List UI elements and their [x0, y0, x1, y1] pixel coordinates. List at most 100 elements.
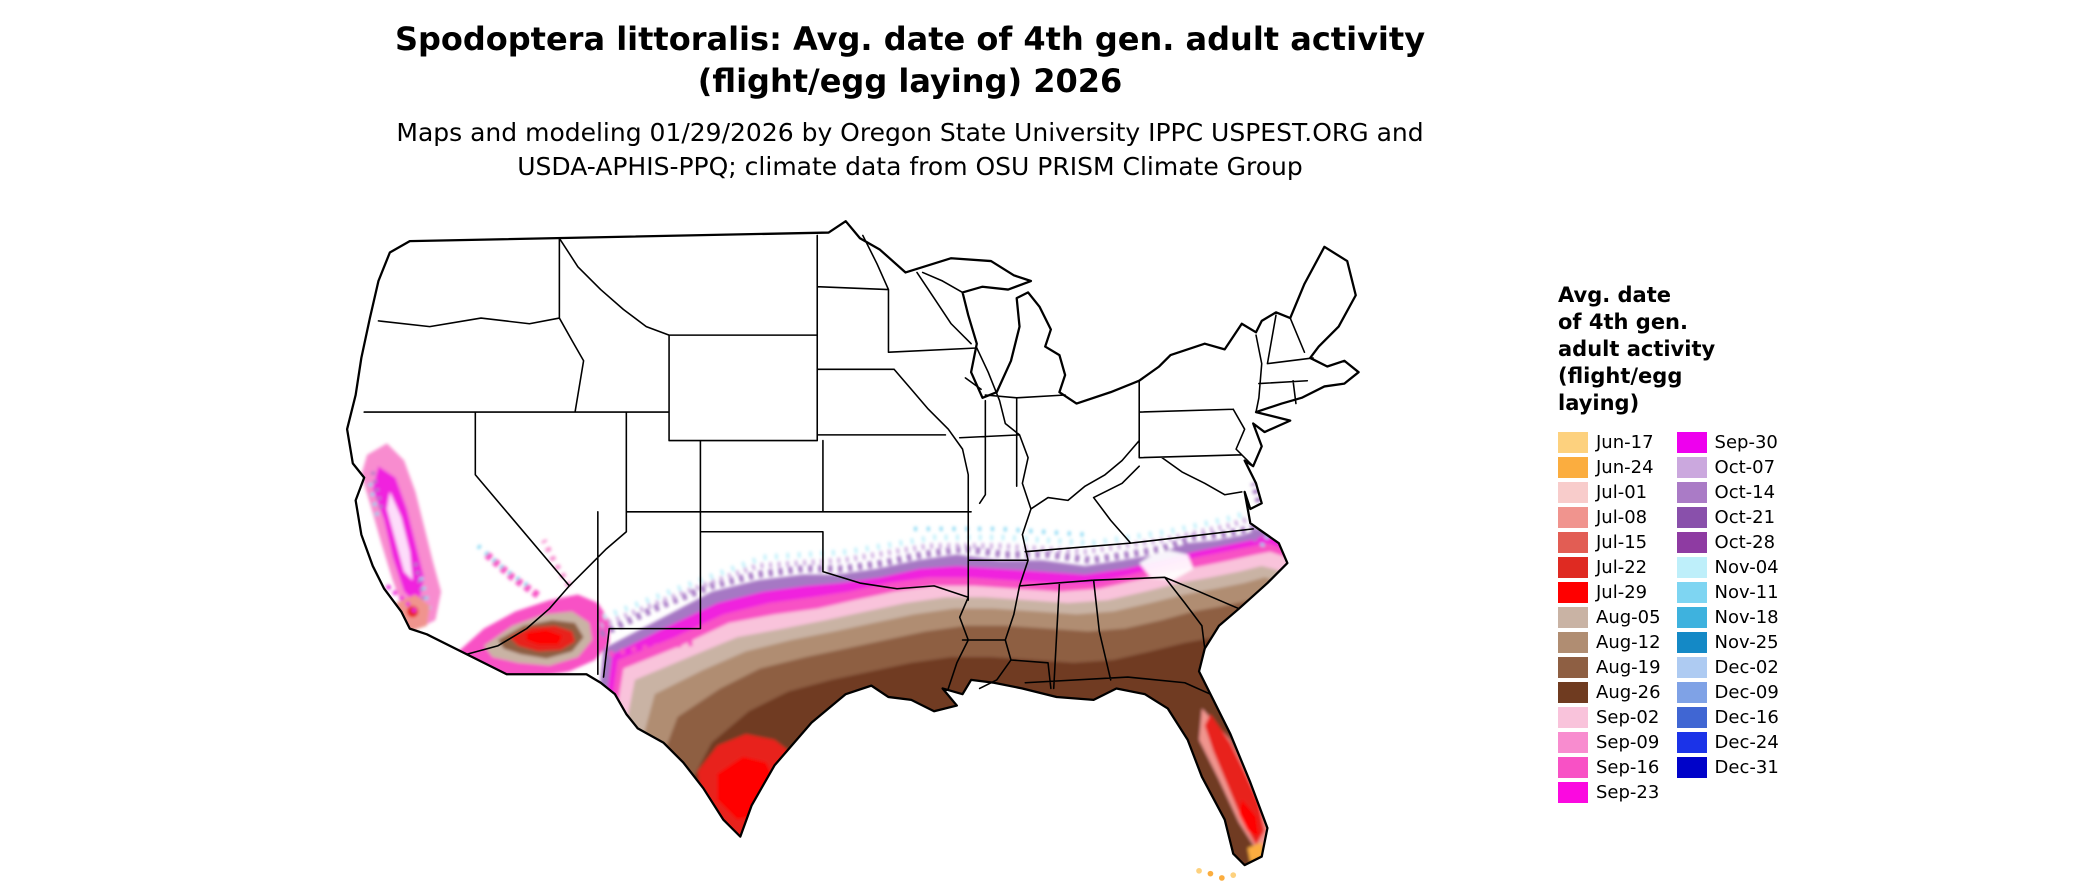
activity-raster — [361, 443, 1328, 866]
legend-swatch — [1558, 582, 1588, 604]
legend-swatch — [1676, 657, 1707, 679]
page-subtitle: Maps and modeling 01/29/2026 by Oregon S… — [0, 116, 1820, 184]
legend-title-line: Avg. date — [1558, 283, 1671, 307]
legend-item: Sep-23 — [1558, 780, 1661, 805]
legend-title-line: adult activity — [1558, 336, 1716, 361]
legend-item: Oct-28 — [1676, 530, 1779, 555]
legend-swatch — [1558, 632, 1588, 654]
legend-swatch — [1676, 532, 1707, 554]
legend-columns: Jun-17 Jun-24 Jul-01 Jul-08 Jul-15 Jul-22 Jul-… — [1558, 430, 1898, 805]
legend-item-label: Sep-23 — [1596, 782, 1660, 804]
legend-swatch — [1676, 757, 1707, 779]
legend-swatch — [1558, 707, 1588, 729]
legend-col1: Jun-17 Jun-24 Jul-01 Jul-08 Jul-15 Jul-22 Jul-… — [1558, 430, 1661, 805]
legend-item: Jul-08 — [1558, 505, 1661, 530]
state-borders — [363, 234, 1314, 695]
legend-item-label: Jun-17 — [1596, 432, 1654, 454]
legend-item-label: Jun-24 — [1596, 457, 1654, 479]
legend-swatch — [1558, 457, 1588, 479]
legend-swatch — [1676, 607, 1707, 629]
legend-item-label: Aug-26 — [1596, 682, 1661, 704]
legend-item: Oct-07 — [1676, 455, 1779, 480]
legend-item-label: Oct-07 — [1714, 457, 1776, 479]
legend-item-label: Dec-31 — [1714, 757, 1779, 779]
legend-item: Sep-30 — [1676, 430, 1779, 455]
legend-item-label: Jul-08 — [1596, 507, 1648, 529]
legend-swatch — [1676, 482, 1707, 504]
legend-item-label: Oct-14 — [1714, 482, 1776, 504]
legend-item: Aug-26 — [1558, 680, 1661, 705]
legend-item-label: Jul-01 — [1596, 482, 1648, 504]
legend-swatch — [1558, 757, 1588, 779]
legend-item-label: Nov-18 — [1714, 607, 1779, 629]
legend-swatch — [1676, 707, 1707, 729]
legend-swatch — [1558, 782, 1588, 804]
legend-swatch — [1676, 732, 1707, 754]
legend-item: Jul-22 — [1558, 555, 1661, 580]
legend-item-label: Dec-09 — [1714, 682, 1779, 704]
legend-item-label: Nov-25 — [1714, 632, 1779, 654]
legend-item-label: Nov-04 — [1714, 557, 1779, 579]
legend-item-label: Nov-11 — [1714, 582, 1779, 604]
legend-item: Sep-16 — [1558, 755, 1661, 780]
legend-swatch — [1676, 632, 1707, 654]
legend-item: Dec-09 — [1676, 680, 1779, 705]
legend-item-label: Aug-05 — [1596, 607, 1661, 629]
legend-swatch — [1676, 457, 1707, 479]
legend-item: Jul-15 — [1558, 530, 1661, 555]
legend-item: Sep-02 — [1558, 705, 1661, 730]
legend-item: Dec-02 — [1676, 655, 1779, 680]
legend-item-label: Dec-16 — [1714, 707, 1779, 729]
legend-swatch — [1676, 557, 1707, 579]
legend-item: Nov-18 — [1676, 605, 1779, 630]
legend: Avg. date of 4th gen. adult activity (fligh… — [1558, 282, 1898, 805]
legend-item-label: Sep-16 — [1596, 757, 1660, 779]
legend-swatch — [1558, 557, 1588, 579]
title-line2: (flight/egg laying) 2026 — [697, 62, 1123, 101]
legend-item-label: Sep-09 — [1596, 732, 1660, 754]
legend-swatch — [1558, 507, 1588, 529]
legend-item-label: Dec-02 — [1714, 657, 1779, 679]
legend-item: Nov-25 — [1676, 630, 1779, 655]
legend-item-label: Sep-30 — [1714, 432, 1778, 454]
header: Spodoptera littoralis: Avg. date of 4th … — [0, 18, 1820, 184]
subtitle-line2: USDA-APHIS-PPQ; climate data from OSU PR… — [517, 152, 1303, 182]
us-outline — [345, 220, 1360, 867]
florida-keys-dots — [1196, 867, 1237, 881]
legend-title-line: (flight/egg — [1558, 363, 1683, 388]
legend-item-label: Oct-28 — [1714, 532, 1776, 554]
legend-item: Dec-16 — [1676, 705, 1779, 730]
legend-item: Sep-09 — [1558, 730, 1661, 755]
legend-swatch — [1558, 657, 1588, 679]
legend-item-label: Aug-19 — [1596, 657, 1661, 679]
legend-item: Oct-14 — [1676, 480, 1779, 505]
legend-swatch — [1676, 582, 1707, 604]
legend-item: Aug-19 — [1558, 655, 1661, 680]
legend-swatch — [1558, 732, 1588, 754]
us-map — [330, 204, 1370, 888]
legend-swatch — [1558, 682, 1588, 704]
legend-title-line: laying) — [1558, 390, 1640, 415]
legend-title: Avg. date of 4th gen. adult activity (fligh… — [1558, 282, 1898, 416]
legend-item-label: Oct-21 — [1714, 507, 1776, 529]
legend-swatch — [1676, 682, 1707, 704]
legend-swatch — [1558, 607, 1588, 629]
legend-item: Nov-04 — [1676, 555, 1779, 580]
legend-item-label: Aug-12 — [1596, 632, 1661, 654]
legend-item: Jun-24 — [1558, 455, 1661, 480]
legend-swatch — [1558, 532, 1588, 554]
title-line1: Spodoptera littoralis: Avg. date of 4th … — [394, 20, 1426, 58]
legend-title-line: of 4th gen. — [1558, 309, 1688, 334]
legend-item: Dec-24 — [1676, 730, 1779, 755]
legend-item: Oct-21 — [1676, 505, 1779, 530]
legend-swatch — [1676, 507, 1707, 529]
legend-item: Aug-05 — [1558, 605, 1661, 630]
legend-swatch — [1676, 432, 1707, 454]
legend-item-label: Jul-22 — [1596, 557, 1648, 579]
legend-item: Aug-12 — [1558, 630, 1661, 655]
legend-item-label: Jul-29 — [1596, 582, 1648, 604]
legend-swatch — [1558, 432, 1588, 454]
legend-col2: Sep-30 Oct-07 Oct-14 Oct-21 Oct-28 Nov-04 Nov-… — [1676, 430, 1779, 780]
page-title: Spodoptera littoralis: Avg. date of 4th … — [0, 18, 1820, 102]
